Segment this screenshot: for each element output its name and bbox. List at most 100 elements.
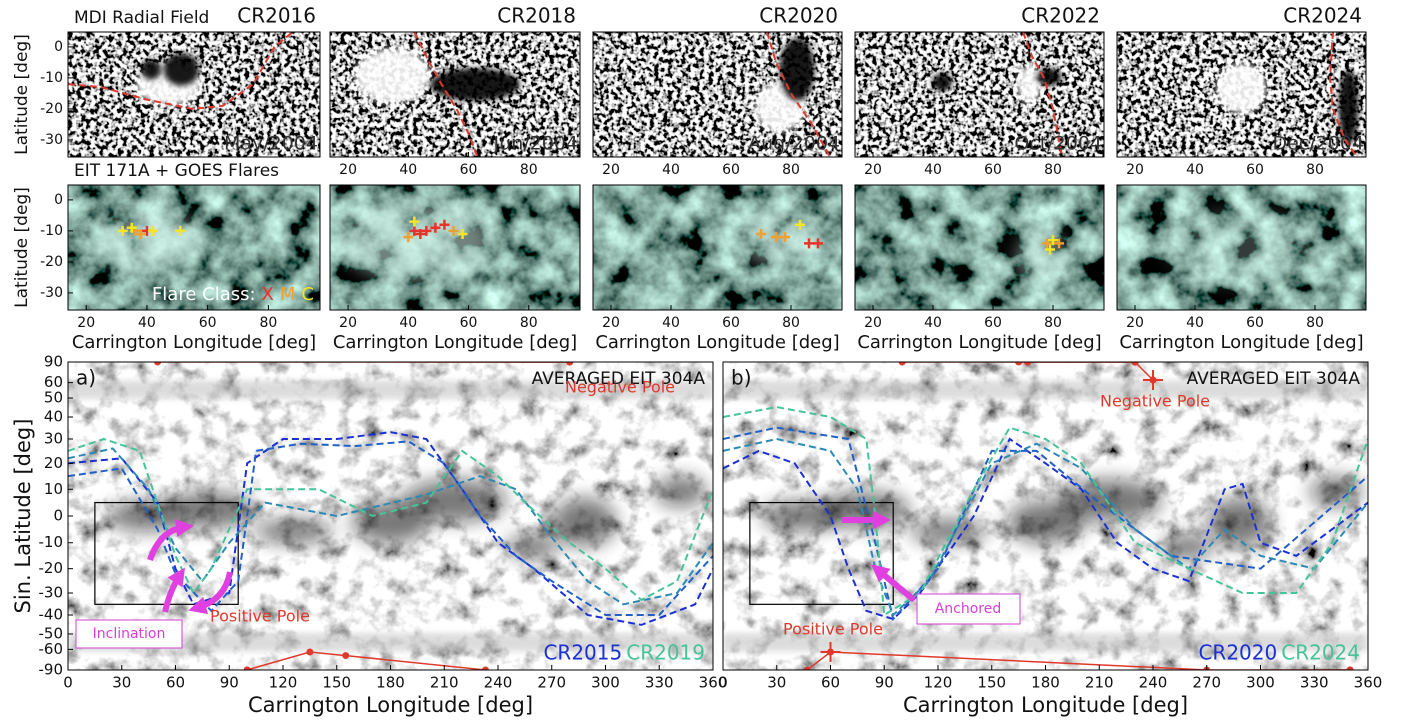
panel-title: CR2022 [1021, 4, 1100, 28]
panel-title: AVERAGED EIT 304A [1187, 369, 1361, 389]
x-tick-label: 40 [138, 315, 156, 331]
x-tick-label: 40 [399, 315, 417, 331]
x-tick-label: 60 [984, 162, 1002, 178]
x-tick-label: 60 [722, 162, 740, 178]
x-tick-label: 20 [864, 315, 882, 331]
legend-title: Flare Class: [152, 284, 256, 305]
y-axis-label: Latitude [deg] [12, 34, 32, 155]
x-tick-label: 240 [484, 674, 513, 692]
x-tick-label: 20 [339, 315, 357, 331]
legend-label: CR2024 [1281, 641, 1360, 665]
x-axis-label: Carrington Longitude [deg] [248, 693, 533, 717]
image-blob [780, 38, 815, 101]
x-tick-label: 210 [1085, 674, 1114, 692]
marker [342, 652, 349, 659]
x-tick-label: 60 [166, 674, 185, 692]
image-patch [762, 501, 839, 532]
image-blob [1217, 63, 1267, 113]
y-tick-label: -20 [40, 101, 63, 117]
annotation: Negative Pole [1100, 392, 1210, 411]
legend-label: M [280, 284, 296, 305]
figure: 0-10-20-30Latitude [deg]MDI Radial Field… [0, 0, 1406, 720]
x-tick-label: 60 [1246, 162, 1264, 178]
panel [855, 185, 1104, 310]
panel-title: CR2016 [237, 4, 316, 28]
x-tick-label: 60 [984, 315, 1002, 331]
x-tick-label: 90 [875, 674, 894, 692]
annotation: Anchored [935, 601, 1002, 617]
panel [330, 185, 580, 310]
x-axis-label: Carrington Longitude [deg] [903, 693, 1188, 717]
image-blob [164, 53, 199, 86]
panel [593, 185, 842, 310]
y-tick-label: -20 [39, 559, 64, 577]
image-patch [552, 498, 617, 547]
image-glow [1167, 210, 1316, 285]
x-tick-label: 330 [1300, 674, 1329, 692]
x-tick-label: 180 [376, 674, 405, 692]
x-tick-label: 30 [112, 674, 131, 692]
x-tick-label: 20 [1126, 315, 1144, 331]
x-tick-label: 270 [1192, 674, 1221, 692]
y-tick-label: -30 [40, 132, 63, 148]
x-tick-label: 120 [924, 674, 953, 692]
x-tick-label: 20 [864, 162, 882, 178]
marker [306, 648, 313, 655]
image-patch [403, 479, 506, 522]
x-axis-label: Carrington Longitude [deg] [1119, 332, 1363, 353]
x-tick-label: 240 [1139, 674, 1168, 692]
image-blob [430, 68, 520, 101]
image [855, 185, 1104, 310]
y-tick-label: 40 [44, 408, 63, 426]
image-patch [1058, 479, 1161, 522]
x-tick-label: 180 [1031, 674, 1060, 692]
y-tick-label: 0 [53, 507, 63, 525]
x-tick-label: 150 [322, 674, 351, 692]
x-tick-label: 40 [924, 315, 942, 331]
y-tick-label: -10 [39, 533, 64, 551]
panel [1117, 185, 1366, 310]
x-tick-label: 0 [718, 674, 728, 692]
x-tick-label: 210 [430, 674, 459, 692]
x-tick-label: 20 [602, 162, 620, 178]
x-tick-label: 300 [1246, 674, 1275, 692]
x-tick-label: 150 [977, 674, 1006, 692]
y-axis-label: Latitude [deg] [12, 187, 32, 308]
annotation: Positive Pole [210, 607, 310, 626]
legend-label: CR2019 [626, 641, 705, 665]
x-tick-label: 40 [1186, 162, 1204, 178]
x-tick-label: 80 [520, 315, 538, 331]
x-tick-label: 40 [399, 162, 417, 178]
image-patch [107, 501, 184, 532]
date-label: Dec/2004 [1272, 133, 1364, 155]
y-tick-label: -10 [40, 223, 63, 239]
x-tick-label: 40 [1186, 315, 1204, 331]
image-patch [1207, 498, 1272, 547]
y-tick-label: -30 [40, 285, 63, 301]
x-tick-label: 0 [63, 674, 73, 692]
y-tick-label: 20 [44, 454, 63, 472]
x-tick-label: 80 [782, 315, 800, 331]
image-glow [343, 201, 493, 281]
x-tick-label: 60 [821, 674, 840, 692]
legend-label: C [301, 284, 314, 305]
x-tick-label: 120 [269, 674, 298, 692]
x-tick-label: 80 [1044, 315, 1062, 331]
x-tick-label: 20 [339, 162, 357, 178]
x-tick-label: 30 [767, 674, 786, 692]
y-tick-label: 0 [54, 192, 63, 208]
x-tick-label: 80 [1306, 162, 1324, 178]
x-tick-label: 40 [662, 162, 680, 178]
panel-title: CR2020 [759, 4, 838, 28]
x-tick-label: 80 [259, 315, 277, 331]
page: {"chart_data":[ {"type":"magnetogram","r… [0, 0, 1406, 724]
row-label: EIT 171A + GOES Flares [74, 161, 279, 181]
y-tick-label: 90 [44, 353, 63, 371]
x-tick-label: 80 [782, 162, 800, 178]
date-label: May/2004 [224, 133, 318, 155]
x-tick-label: 60 [1246, 315, 1264, 331]
x-tick-label: 20 [1126, 162, 1144, 178]
x-tick-label: 60 [460, 315, 478, 331]
x-tick-label: 80 [1306, 315, 1324, 331]
x-tick-label: 80 [1044, 162, 1062, 178]
